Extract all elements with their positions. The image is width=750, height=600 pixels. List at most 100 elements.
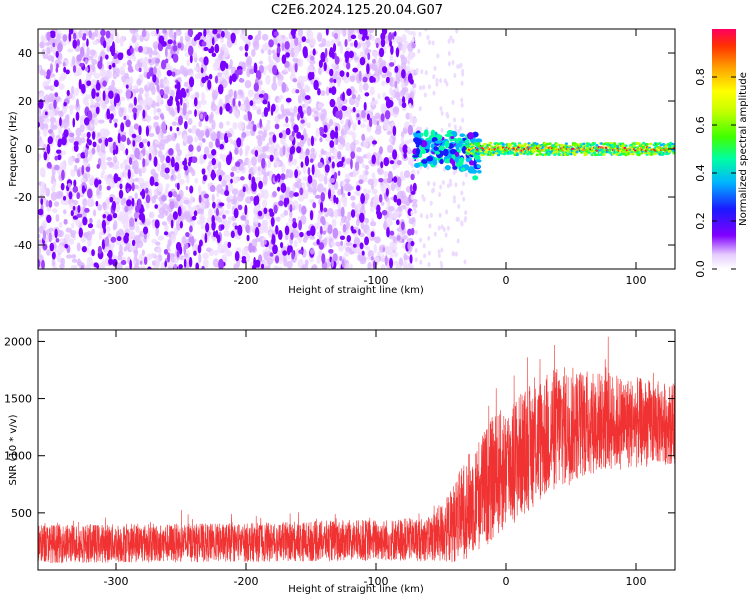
spectrogram-cell [444,232,448,238]
spectrogram-cell [460,221,464,227]
spectrogram-cell [293,105,298,114]
spectrogram-cell [408,138,414,144]
spectrogram-cell [183,81,189,88]
spectrogram-cell [470,169,478,174]
spectrogram-cell [297,112,301,121]
spectrogram-cell [55,106,60,112]
spectrogram-cell [203,56,209,66]
spectrogram-cell [139,230,144,238]
spectrogram-cell [422,243,426,249]
spectrogram-cell [72,205,76,211]
spectrogram-cell [167,252,171,263]
spectrogram-cell [161,40,167,47]
spectrogram-cell [266,119,271,124]
spectrogram-cell [149,176,155,187]
spectrogram-cell [276,266,283,269]
spectrogram-cell [393,176,398,183]
spectrogram-cell [358,29,364,35]
spectrogram-cell [444,140,450,149]
spectrogram-cell [138,45,143,53]
spectrogram-cell [120,52,124,59]
spectrogram-cell [168,148,174,156]
spectrogram-cell [80,137,86,144]
spectrogram-cell [419,237,423,243]
spectrogram-cell [45,200,49,208]
spectrogram-cell [257,210,263,217]
spectrogram-cell [220,206,225,217]
spectrogram-cell [358,179,364,185]
spectrogram-cell [305,148,310,156]
spectrogram-cell [203,46,209,52]
spectrogram-cell [309,37,317,47]
spectrogram-cell [63,119,68,129]
spectrogram-cell [328,248,334,254]
spectrogram-cell [321,150,328,155]
spectrogram-cell [280,182,287,194]
spectrogram-cell [152,50,158,56]
spectrogram-cell [125,89,132,99]
spectrogram-cell [182,160,188,166]
spectrogram-cell [91,249,95,257]
spectrogram-cell [232,194,238,205]
spectrogram-cell [187,110,193,115]
snr-ytick-label: 1500 [4,393,32,406]
spectrogram-cell [107,178,113,183]
spectrogram-cell [73,179,77,187]
spectrogram-cell [161,162,167,170]
spectrogram-cell [385,98,392,109]
spectrogram-cell [349,75,356,81]
snr-x-label: Height of straight line (km) [288,584,424,595]
spectrogram-cell [395,47,400,58]
spectrogram-cell [286,169,294,178]
spectrogram-cell [298,249,304,254]
spectrogram-cell [424,70,428,76]
spectrogram-cell [281,111,286,118]
spectrogram-cell [320,216,326,224]
spectrogram-cell [513,142,517,146]
spectrogram-cell [38,246,41,257]
spectrogram-cell [347,119,351,129]
spectrogram-cell [157,235,164,241]
spectrogram-cell [325,40,331,48]
spectrogram-cell [102,90,106,102]
spectrogram-cell [318,153,323,159]
spectrogram-cell [301,81,305,88]
spectrogram-cell [260,263,265,269]
spectrogram-cell [154,140,160,145]
spectrogram-cell [393,251,399,258]
spectrogram-cell [235,110,240,119]
spectrogram-cell [240,215,247,221]
spectrogram-cell [281,82,287,93]
spectrogram-cell [292,78,298,83]
spectrogram-cell [329,140,335,148]
spectrogram-cell [92,141,97,148]
spectrogram-cell [321,57,326,63]
spectrogram-cell [168,191,173,198]
spectrogram-cell [302,237,308,244]
spectrogram-cell [162,29,167,34]
spectrogram-cell [431,40,435,46]
spectrogram-cell [157,213,165,219]
spectrogram-cell [217,243,223,254]
spectrogram-cell [107,137,113,143]
spectrogram-cell [306,106,312,117]
spectrogram-cell [126,199,132,207]
spectrogram-cell [102,202,107,208]
spectrogram-cell [138,67,142,73]
spectrogram-cell [212,29,218,35]
spectrogram-cell [54,59,61,66]
spectrogram-cell [301,205,307,216]
spectrogram-cell [412,52,416,58]
spectrogram-cell [268,39,274,48]
spectrogram-cell [128,156,133,165]
spectrogram-cell [323,175,328,185]
spectrogram-cell [179,221,183,229]
spectrogram-cell [202,258,209,268]
spectrogram-cell [377,93,381,100]
spectrogram-cell [334,70,339,77]
spectrogram-cell [347,191,351,197]
spectrogram-cell [332,227,339,239]
spectrogram-cell [411,42,416,49]
spectrogram-cell [157,182,163,193]
spectrogram-cell [181,235,187,244]
